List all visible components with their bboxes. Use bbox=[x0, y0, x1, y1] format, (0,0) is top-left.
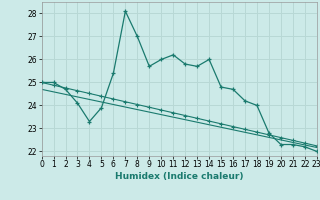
X-axis label: Humidex (Indice chaleur): Humidex (Indice chaleur) bbox=[115, 172, 244, 181]
